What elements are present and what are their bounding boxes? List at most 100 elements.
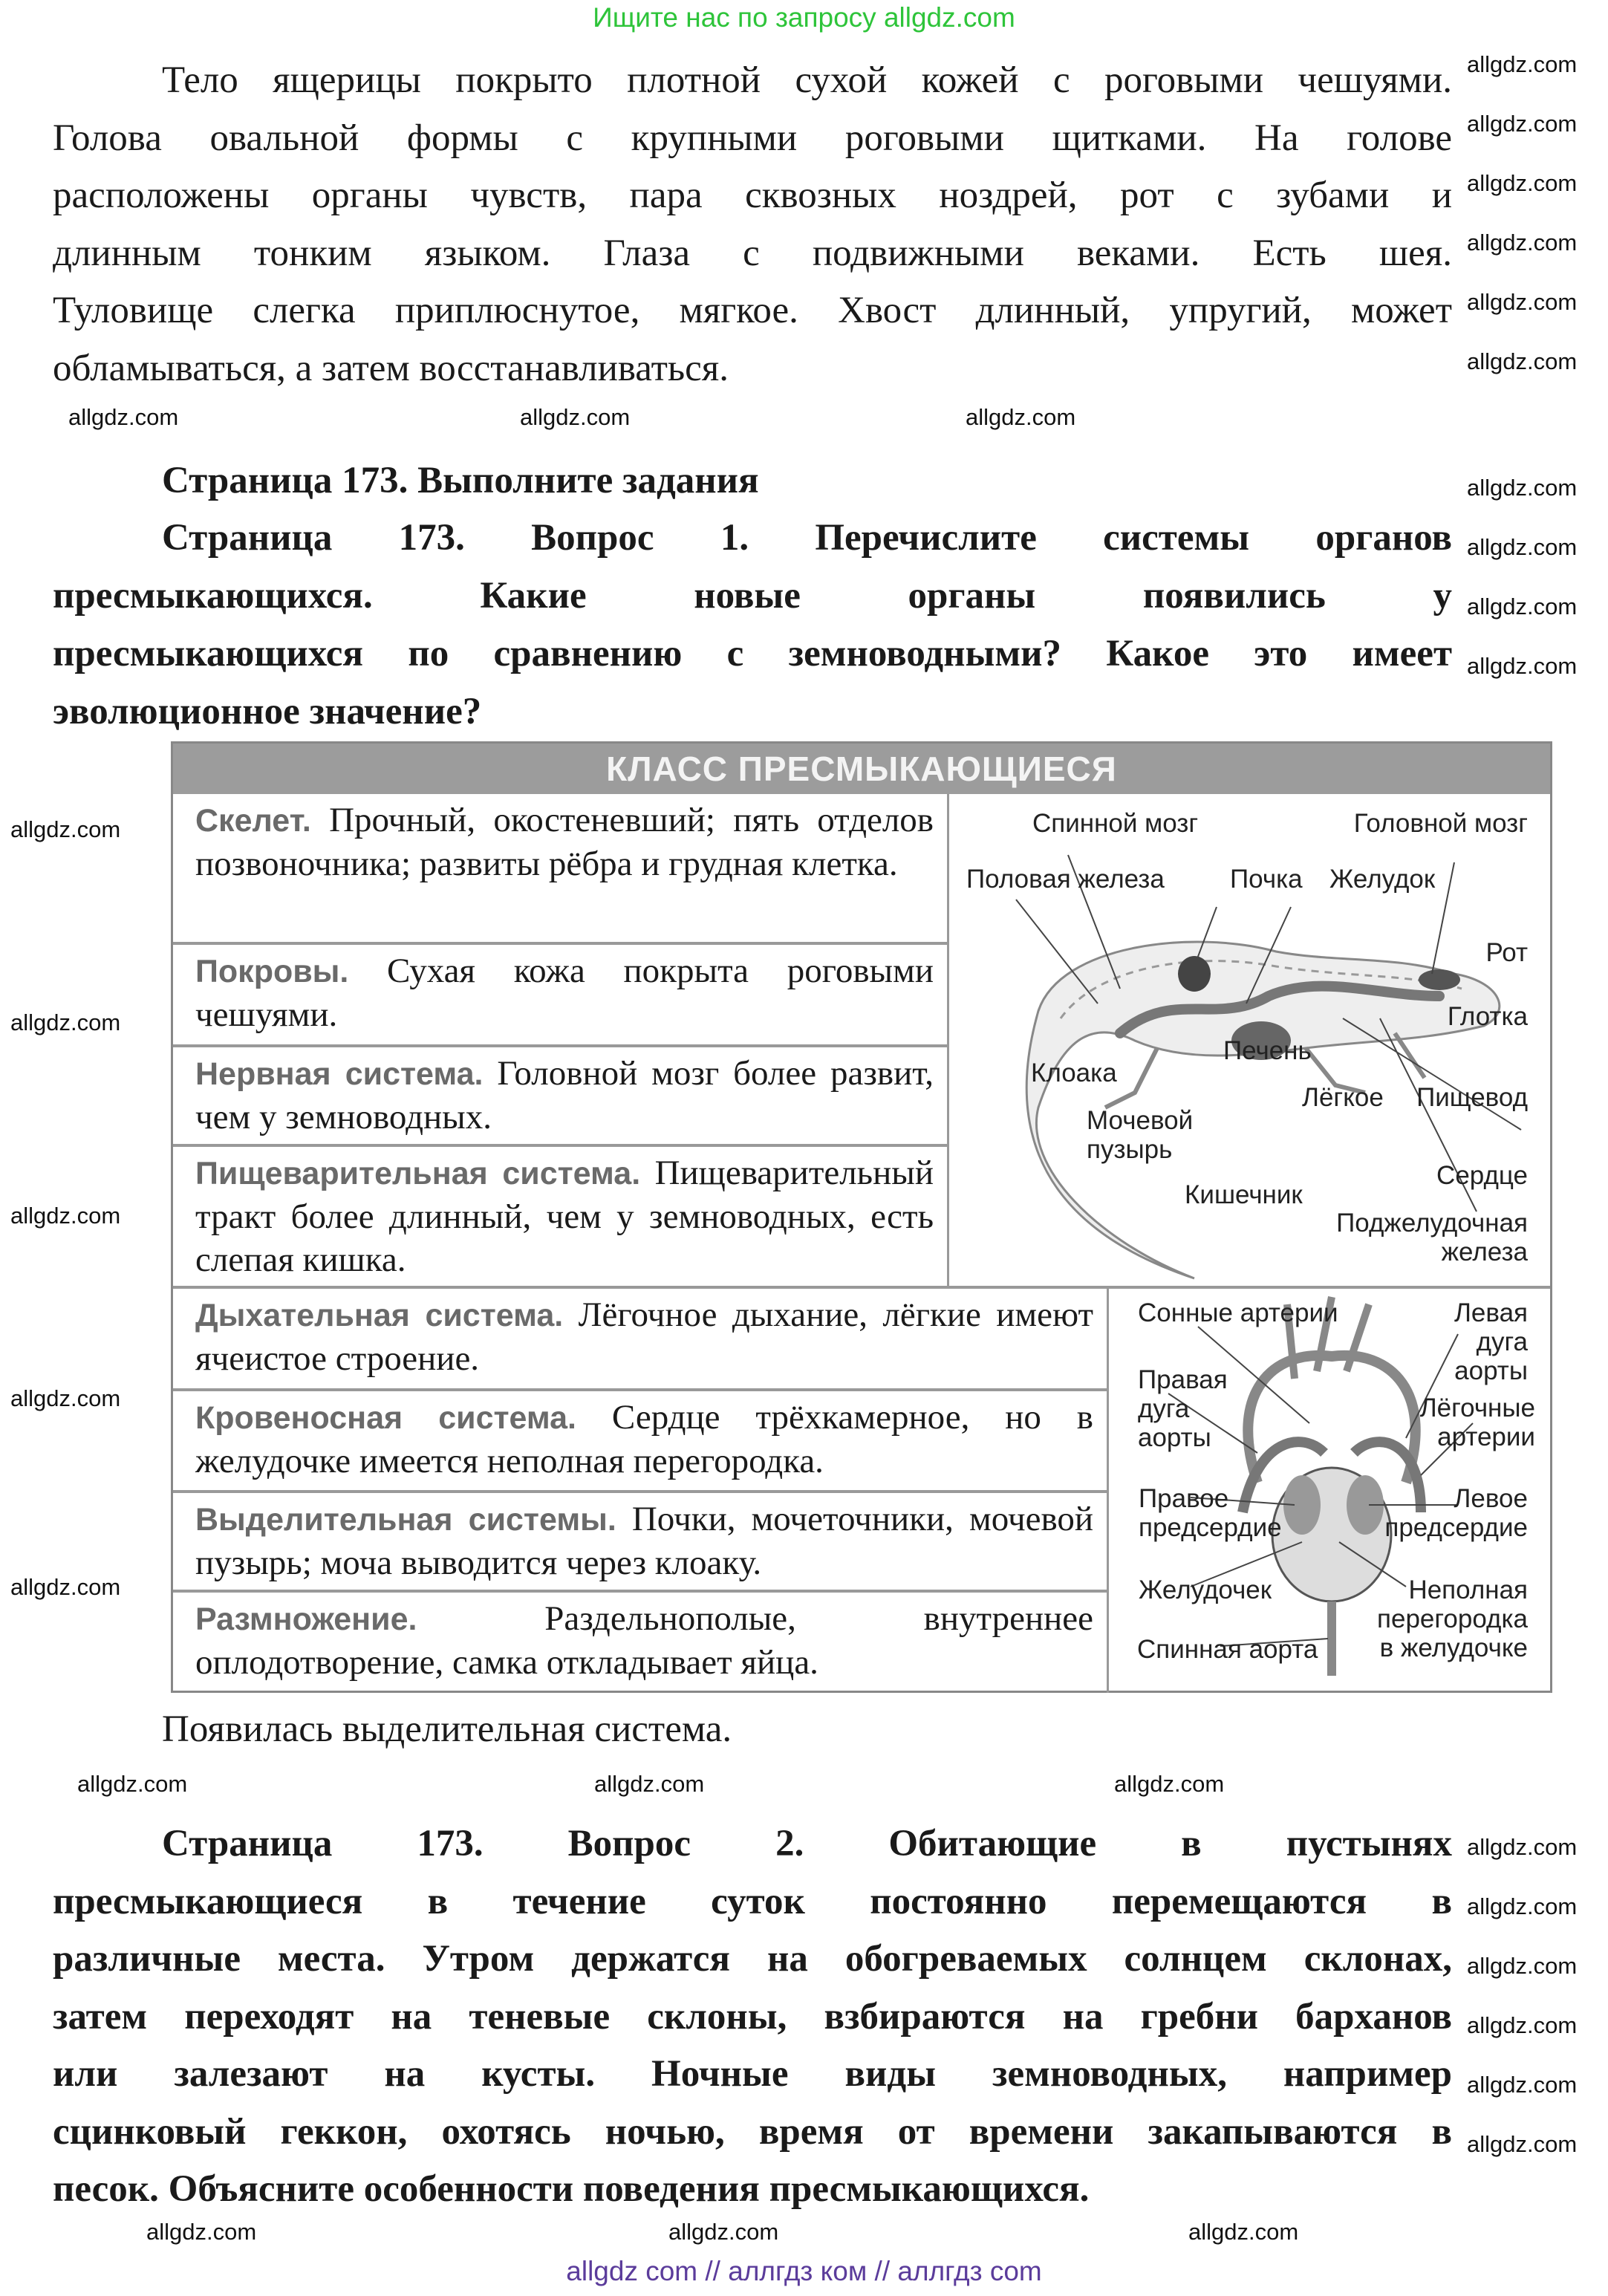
diagram-label: Мочевой пузырь <box>1087 1106 1194 1164</box>
diagram-label: Желудочек <box>1139 1575 1272 1604</box>
watermark: allgdz.com <box>1467 1893 1578 1919</box>
watermark: allgdz.com <box>1188 2219 1299 2245</box>
watermark: allgdz.com <box>1467 475 1578 501</box>
question-line: Страница 173. Вопрос 1. Перечислите сист… <box>162 517 1452 559</box>
row-text: Лёгочное дыхание, лёгкие имеют ячеистое … <box>195 1295 1094 1378</box>
diagram-label: Пищевод <box>1416 1083 1528 1112</box>
question-line: пресмыкающиеся в течение суток постоянно… <box>53 1880 1452 1922</box>
reptile-heart-drawing <box>1168 1296 1474 1676</box>
watermark: allgdz.com <box>1467 2072 1578 2098</box>
diagram-label: Поджелудочная железа <box>1336 1209 1528 1266</box>
question-line: различные места. Утром держатся на обогр… <box>53 1938 1452 1980</box>
table-row: Покровы. Сухая кожа покрыта роговыми чеш… <box>173 945 947 1047</box>
column-divider <box>1107 1289 1109 1693</box>
question-line: пресмыкающихся по сравнению с земноводны… <box>53 633 1452 674</box>
watermark: allgdz.com <box>10 1574 121 1600</box>
watermark: allgdz.com <box>668 2219 779 2245</box>
diagram-label: Правая дуга аорты <box>1138 1365 1228 1452</box>
search-banner: Ищите нас по запросу allgdz.com <box>593 2 1015 33</box>
watermark: allgdz.com <box>10 1385 121 1411</box>
row-divider <box>947 1286 1550 1289</box>
column-divider <box>947 794 949 1289</box>
watermark: allgdz.com <box>1114 1771 1225 1797</box>
diagram-label: Половая железа <box>966 865 1165 894</box>
diagram-label: Сонные артерии <box>1138 1298 1338 1327</box>
paragraph-line: Туловище слегка приплюснутое, мягкое. Хв… <box>53 290 1452 331</box>
watermark: allgdz.com <box>520 404 631 430</box>
diagram-label: Лёгкое <box>1302 1083 1384 1112</box>
watermark: allgdz.com <box>1467 348 1578 374</box>
diagram-label: Глотка <box>1447 1002 1528 1031</box>
row-text: Головной мозг более развит, чем у земнов… <box>195 1054 934 1136</box>
paragraph-line: расположены органы чувств, пара сквозных… <box>53 175 1452 216</box>
diagram-label: Спинной мозг <box>1032 809 1199 838</box>
watermark: allgdz.com <box>1467 2012 1578 2038</box>
row-text: Пищеварительный тракт более длинный, чем… <box>195 1154 934 1279</box>
question-line: затем переходят на теневые склоны, взбир… <box>53 1995 1452 2038</box>
table-row: Выделительная системы. Почки, мочеточник… <box>173 1493 1107 1593</box>
diagram-label: Желудок <box>1329 865 1436 894</box>
row-text: Прочный, окостеневший; пять отделов позв… <box>195 801 934 883</box>
row-label: Размножение. <box>195 1601 417 1637</box>
row-label: Скелет. <box>195 803 311 839</box>
diagram-label: Правое предсердие <box>1139 1484 1282 1542</box>
watermark: allgdz.com <box>10 1009 121 1035</box>
row-text: Почки, мочеточники, мочевой пузырь; моча… <box>195 1500 1093 1582</box>
row-text: Раздельнополые, внутреннее оплодотворени… <box>195 1599 1093 1682</box>
table-row: Пищеварительная система. Пищеварительный… <box>173 1147 947 1289</box>
watermark: allgdz.com <box>77 1771 188 1797</box>
lizard-anatomy-drawing <box>1015 854 1522 1280</box>
question-line: песок. Объясните особенности поведения п… <box>53 2168 1090 2210</box>
paragraph-line: обламываться, а затем восстанавливаться. <box>53 347 729 389</box>
watermark: allgdz.com <box>966 404 1076 430</box>
watermark: allgdz.com <box>1467 170 1578 196</box>
watermark: allgdz.com <box>1467 289 1578 315</box>
row-label: Пищеварительная система. <box>195 1156 641 1191</box>
watermark: allgdz.com <box>68 404 179 430</box>
watermark: allgdz.com <box>1467 230 1578 256</box>
watermark: allgdz.com <box>1467 1953 1578 1979</box>
table-row: Кровеносная система. Сердце трёхкамерное… <box>173 1391 1107 1493</box>
watermark: allgdz.com <box>10 1203 121 1229</box>
diagram-label: Рот <box>1485 938 1528 967</box>
table-row: Дыхательная система. Лёгочное дыхание, л… <box>173 1289 1107 1391</box>
table-row: Скелет. Прочный, окостеневший; пять отде… <box>173 794 947 945</box>
paragraph-line: Тело ящерицы покрыто плотной сухой кожей… <box>162 59 1452 101</box>
watermark: allgdz.com <box>1467 2131 1578 2157</box>
diagram-label: Печень <box>1223 1036 1312 1065</box>
row-text: Сухая кожа покрыта роговыми чешуями. <box>195 952 934 1034</box>
table-row: Размножение. Раздельнополые, внутреннее … <box>173 1593 1107 1693</box>
diagram-label: Клоака <box>1031 1058 1117 1087</box>
diagram-label: Неполная перегородка в желудочке <box>1377 1575 1528 1662</box>
question-line: или залезают на кусты. Ночные виды земно… <box>53 2053 1452 2095</box>
answer-text: Появилась выделительная система. <box>162 1708 732 1750</box>
diagram-label: Лёгочные артерии <box>1419 1393 1535 1451</box>
question-line: сцинковый геккон, охотясь ночью, время о… <box>53 2110 1452 2153</box>
table-row: Нервная система. Головной мозг более раз… <box>173 1047 947 1147</box>
watermark: allgdz.com <box>146 2219 257 2245</box>
diagram-label: Сердце <box>1436 1161 1528 1190</box>
row-label: Нервная система. <box>195 1056 484 1092</box>
paragraph-line: длинным тонким языком. Глаза с подвижным… <box>53 232 1452 274</box>
watermark: allgdz.com <box>10 816 121 842</box>
diagram-label: Левая дуга аорты <box>1454 1298 1528 1385</box>
question-line: пресмыкающихся. Какие новые органы появи… <box>53 575 1452 617</box>
diagram-label: Головной мозг <box>1353 809 1528 838</box>
row-label: Выделительная системы. <box>195 1502 616 1538</box>
watermark: allgdz.com <box>1467 1834 1578 1860</box>
watermark: allgdz.com <box>1467 111 1578 137</box>
row-label: Дыхательная система. <box>195 1298 564 1333</box>
watermark: allgdz.com <box>1467 51 1578 77</box>
diagram-label: Кишечник <box>1185 1180 1303 1209</box>
question-line: Страница 173. Вопрос 2. Обитающие в пуст… <box>162 1823 1452 1864</box>
question-line: эволюционное значение? <box>53 691 482 732</box>
reptile-class-table: КЛАСС ПРЕСМЫКАЮЩИЕСЯ Скелет. Прочный, ок… <box>171 741 1552 1693</box>
watermark: allgdz.com <box>594 1771 705 1797</box>
watermark: allgdz.com <box>1467 653 1578 679</box>
table-title: КЛАСС ПРЕСМЫКАЮЩИЕСЯ <box>173 744 1550 794</box>
row-label: Покровы. <box>195 954 349 989</box>
watermark: allgdz.com <box>1467 593 1578 619</box>
diagram-label: Спинная аорта <box>1137 1635 1318 1664</box>
row-text: Сердце трёхкамерное, но в желудочке имее… <box>195 1398 1093 1480</box>
footer-links: allgdz com // аллгдз ком // аллгдз com <box>566 2256 1042 2286</box>
